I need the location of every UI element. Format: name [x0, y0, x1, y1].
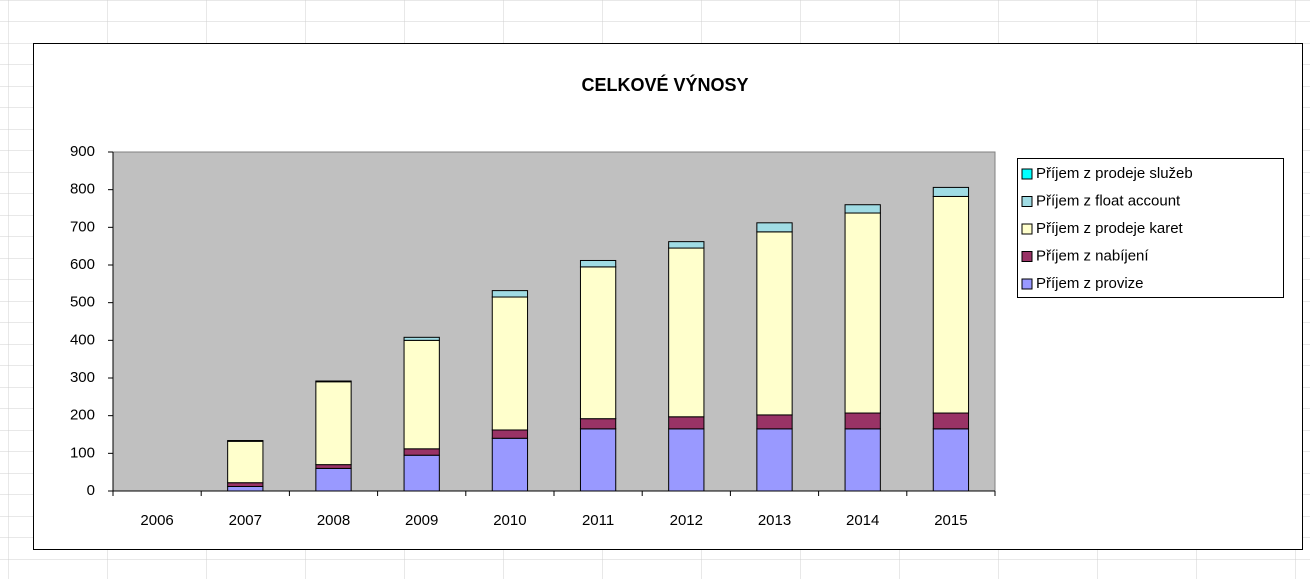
y-tick-label: 0: [87, 482, 95, 499]
x-tick-label: 2015: [934, 512, 967, 529]
bar-segment: [491, 429, 529, 439]
x-tick-label: 2014: [846, 512, 879, 529]
legend-box: [1017, 158, 1284, 298]
y-tick-label: 200: [70, 407, 95, 424]
x-tick-label: 2006: [140, 512, 173, 529]
bar-segment: [579, 266, 617, 420]
bar-segment: [315, 381, 352, 466]
legend-label: Příjem z provize: [1036, 275, 1144, 292]
y-tick-label: 800: [70, 181, 95, 198]
bar-segment: [668, 247, 705, 418]
y-tick-label: 700: [70, 218, 95, 235]
bar-segment: [491, 296, 529, 431]
bar-segment: [579, 418, 617, 430]
y-tick-label: 400: [70, 331, 95, 348]
bar-segment: [227, 482, 264, 487]
x-tick-label: 2012: [670, 512, 703, 529]
bar-segment: [756, 414, 793, 430]
chart-title: CELKOVÉ VÝNOSY: [581, 74, 748, 95]
bar-segment: [756, 428, 793, 492]
bar-segment: [315, 464, 352, 469]
legend-label: Příjem z float account: [1036, 192, 1181, 209]
bar-segment: [932, 195, 970, 414]
bar-segment: [844, 412, 881, 430]
y-tick-label: 300: [70, 369, 95, 386]
y-tick-label: 900: [70, 143, 95, 160]
bar-segment: [491, 437, 529, 492]
bar-segment: [756, 222, 793, 233]
legend-label: Příjem z prodeje služeb: [1036, 165, 1193, 182]
bar-segment: [932, 186, 970, 197]
bar-segment: [844, 428, 881, 492]
y-tick-label: 500: [70, 294, 95, 311]
y-tick-label: 100: [70, 444, 95, 461]
bar-segment: [227, 440, 264, 484]
legend-swatch: [1021, 278, 1033, 290]
bar-segment: [668, 241, 705, 249]
bar-segment: [756, 231, 793, 416]
x-tick-label: 2008: [317, 512, 350, 529]
bar-segment: [227, 485, 264, 492]
bar-segment: [844, 204, 881, 214]
bar-segment: [844, 212, 881, 414]
legend-swatch: [1021, 223, 1033, 235]
legend-label: Příjem z prodeje karet: [1036, 220, 1184, 237]
bar-segment: [403, 339, 440, 450]
bar-segment: [403, 448, 440, 456]
legend-swatch: [1021, 251, 1033, 262]
y-tick-label: 600: [70, 256, 95, 273]
legend-label: Příjem z nabíjení: [1036, 247, 1149, 264]
bar-segment: [403, 336, 440, 341]
bar-segment: [315, 467, 352, 492]
bar-segment: [579, 428, 617, 492]
x-tick-label: 2007: [229, 512, 262, 529]
bar-segment: [491, 290, 529, 298]
bar-segment: [227, 440, 264, 442]
x-tick-label: 2010: [493, 512, 526, 529]
bar-segment: [932, 412, 970, 430]
legend-swatch: [1021, 168, 1033, 180]
bar-segment: [579, 259, 617, 268]
bar-segment: [668, 428, 705, 492]
bar-segment: [932, 428, 970, 492]
legend-swatch: [1021, 196, 1033, 207]
x-tick-label: 2009: [405, 512, 438, 529]
bar-segment: [403, 454, 440, 492]
bar-segment: [315, 380, 352, 383]
x-tick-label: 2013: [758, 512, 791, 529]
bar-segment: [668, 416, 705, 430]
x-tick-label: 2011: [582, 512, 614, 529]
